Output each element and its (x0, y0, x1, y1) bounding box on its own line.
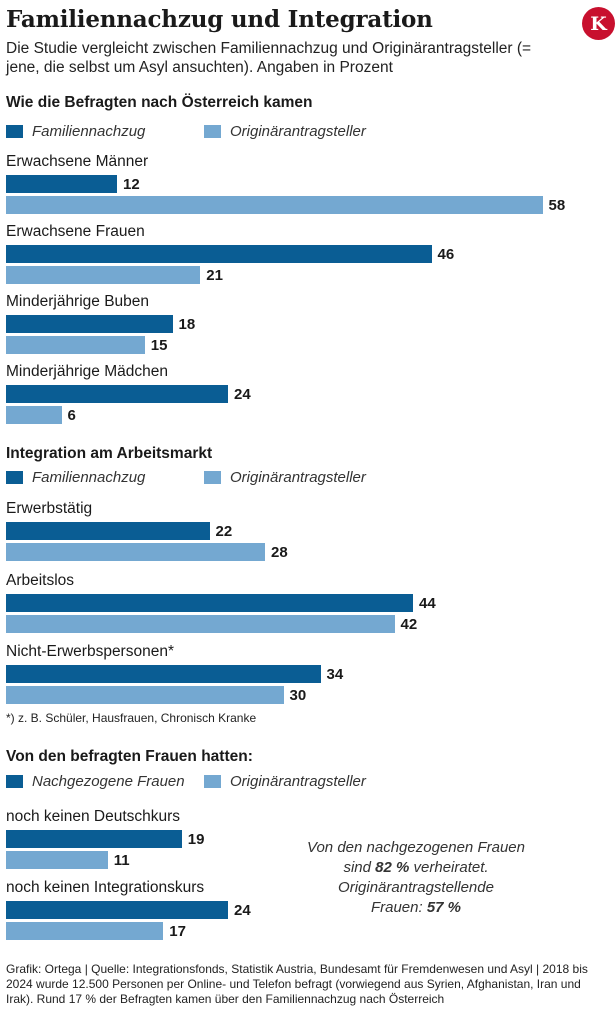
category-label: noch keinen Deutschkurs (6, 808, 181, 825)
category-label: Minderjährige Mädchen (6, 363, 168, 380)
value-label: 19 (187, 831, 205, 848)
bar-dark (6, 385, 228, 403)
value-label: 44 (419, 595, 436, 612)
bar-dark (6, 594, 413, 612)
bar-dark (6, 175, 117, 193)
legend-swatch-2 (204, 775, 221, 788)
note-line-4: Frauen: 57 % (285, 898, 547, 918)
legend-label-1: Familiennachzug (32, 469, 146, 486)
note-line-4-pre: Frauen: (370, 899, 423, 916)
legend-1: Familiennachzug Originärantragsteller (6, 123, 506, 140)
value-label: 22 (215, 523, 233, 540)
value-label: 24 (234, 386, 251, 403)
value-label: 21 (206, 267, 223, 284)
legend-label-2: Originärantragsteller (230, 773, 366, 790)
section-title-1: Wie die Befragten nach Österreich kamen (6, 94, 313, 111)
value-label: 17 (169, 923, 186, 940)
legend-swatch-1 (6, 125, 23, 138)
source-text: Grafik: Ortega | Quelle: Integrationsfon… (6, 962, 588, 1006)
bar-light (6, 406, 62, 424)
marriage-note: Von den nachgezogenen Frauen sind 82 % v… (285, 838, 547, 918)
chart-subtitle: Die Studie vergleicht zwischen Familienn… (6, 40, 532, 76)
section-title-3: Von den befragten Frauen hatten: (6, 748, 253, 765)
value-label: 12 (123, 176, 140, 193)
value-label: 11 (113, 852, 130, 869)
value-label: 24 (234, 902, 251, 919)
note-line-2: sind 82 % verheiratet. (285, 858, 547, 878)
footnote: *) z. B. Schüler, Hausfrauen, Chronisch … (6, 711, 257, 725)
value-label: 6 (67, 407, 76, 424)
legend-label-1: Familiennachzug (32, 123, 146, 140)
bar-dark (6, 315, 173, 333)
bar-light (6, 922, 164, 940)
bar-light (6, 543, 265, 561)
category-label: Erwerbstätig (6, 500, 93, 517)
value-label: 30 (289, 687, 307, 704)
bar-light (6, 615, 395, 633)
value-label: 15 (150, 337, 168, 354)
legend-2: Familiennachzug Originärantragsteller (6, 469, 506, 486)
bar-dark (6, 522, 210, 540)
legend-3: Nachgezogene Frauen Originärantragsteller (6, 773, 506, 790)
legend-swatch-1 (6, 471, 23, 484)
legend-label-1: Nachgezogene Frauen (32, 773, 185, 790)
note-original-share: 57 % (426, 899, 462, 916)
bar-light (6, 196, 543, 214)
category-label: Nicht-Erwerbspersonen* (6, 643, 174, 660)
category-label: Erwachsene Frauen (6, 223, 145, 240)
bar-light (6, 851, 108, 869)
note-line-2-post: verheiratet. (413, 859, 489, 876)
legend-swatch-2 (204, 471, 221, 484)
bar-light (6, 336, 145, 354)
legend-label-2: Originärantragsteller (230, 123, 366, 140)
value-label: 46 (437, 246, 455, 263)
category-label: Arbeitslos (6, 572, 75, 589)
bar-dark (6, 901, 228, 919)
bar-dark (6, 830, 182, 848)
note-line-2-pre: sind (343, 859, 371, 876)
chart-title: Familiennachzug und Integration (6, 6, 433, 33)
value-label: 18 (178, 316, 196, 333)
value-label: 42 (400, 616, 418, 633)
bar-light (6, 686, 284, 704)
value-label: 34 (326, 666, 344, 683)
category-label: noch keinen Integrationskurs (6, 879, 205, 896)
note-line-3: Originärantragstellende (338, 879, 494, 896)
legend-swatch-1 (6, 775, 23, 788)
bar-dark (6, 245, 432, 263)
k-logo-icon: K (582, 7, 615, 40)
note-line-1: Von den nachgezogenen Frauen (307, 839, 525, 856)
legend-swatch-2 (204, 125, 221, 138)
bar-light (6, 266, 201, 284)
note-married-share: 82 % (375, 859, 410, 876)
legend-label-2: Originärantragsteller (230, 469, 366, 486)
value-label: 28 (271, 544, 288, 561)
category-label: Minderjährige Buben (6, 293, 150, 310)
bar-dark (6, 665, 321, 683)
logo-letter: K (590, 13, 608, 35)
section-title-2: Integration am Arbeitsmarkt (6, 445, 213, 462)
category-label: Erwachsene Männer (6, 153, 149, 170)
value-label: 58 (548, 197, 566, 214)
